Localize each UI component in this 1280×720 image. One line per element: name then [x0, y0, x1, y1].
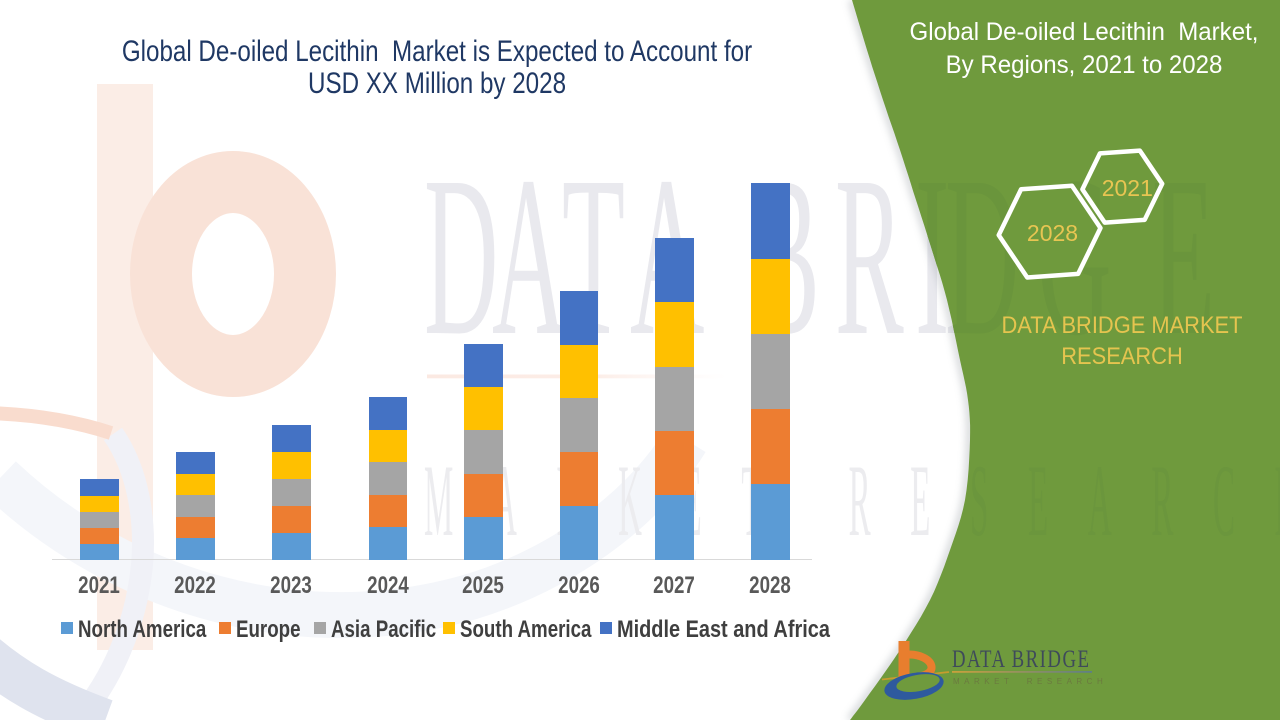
svg-text:D: D [945, 131, 1019, 384]
svg-text:A: A [492, 131, 566, 384]
svg-text:D: D [424, 131, 498, 384]
svg-text:R: R [835, 131, 904, 384]
svg-text:E: E [1152, 131, 1215, 384]
